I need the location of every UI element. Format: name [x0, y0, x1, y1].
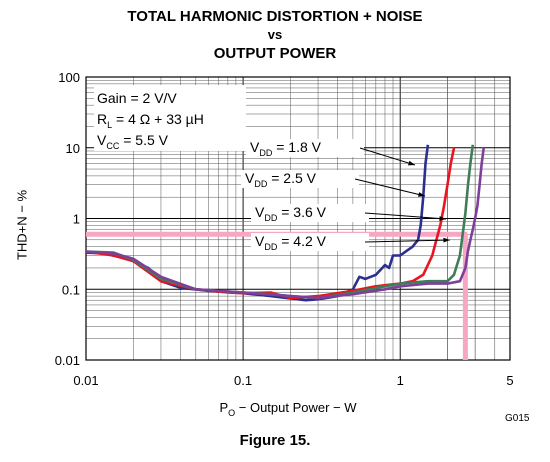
x-tick-label: 0.1 — [234, 373, 252, 388]
series-leader-2 — [354, 178, 426, 197]
x-tick-label: 5 — [506, 373, 513, 388]
series-label-1: VDD = 1.8 V — [250, 139, 322, 158]
chart-subtitle: OUTPUT POWER — [213, 45, 337, 62]
y-tick-label: 100 — [58, 70, 80, 85]
figure-code: G015 — [505, 413, 530, 424]
series-leader-1 — [359, 147, 416, 166]
series-label-box — [241, 170, 359, 188]
x-axis-label: PO − Output Power − W — [219, 400, 357, 418]
series-arrowhead-2 — [418, 192, 425, 197]
condition-gain: Gain = 2 V/V — [97, 90, 177, 106]
series-arrowhead-1 — [408, 160, 415, 166]
series-label-box — [251, 204, 369, 222]
series-arrowhead-3 — [439, 216, 446, 221]
chart-title: TOTAL HARMONIC DISTORTION + NOISE — [127, 8, 423, 25]
figure-label: Figure 15. — [239, 432, 311, 449]
series-label-box — [246, 139, 364, 157]
series-leader-4 — [364, 239, 451, 243]
series-line-1 — [85, 144, 430, 302]
x-tick-label: 0.01 — [73, 373, 98, 388]
series-label-3: VDD = 3.6 V — [255, 204, 327, 223]
condition-vcc: VCC = 5.5 V — [97, 132, 169, 151]
plot-frame — [85, 76, 511, 361]
series-label-box — [251, 233, 369, 251]
series-label-4: VDD = 4.2 V — [255, 233, 327, 252]
y-tick-label: 0.01 — [55, 353, 80, 368]
condition-rl: RL = 4 Ω + 33 µH — [97, 111, 204, 130]
series-line-4 — [85, 147, 485, 300]
chart-title-vs: vs — [267, 27, 283, 42]
y-tick-label: 1 — [73, 212, 80, 227]
series-label-2: VDD = 2.5 V — [245, 170, 317, 189]
y-tick-label: 10 — [66, 141, 80, 156]
conditions-box — [94, 85, 246, 151]
series-line-3 — [85, 144, 475, 300]
x-tick-label: 1 — [397, 373, 404, 388]
series-arrowhead-4 — [443, 237, 450, 243]
y-tick-label: 0.1 — [62, 282, 80, 297]
series-leader-3 — [364, 212, 447, 220]
